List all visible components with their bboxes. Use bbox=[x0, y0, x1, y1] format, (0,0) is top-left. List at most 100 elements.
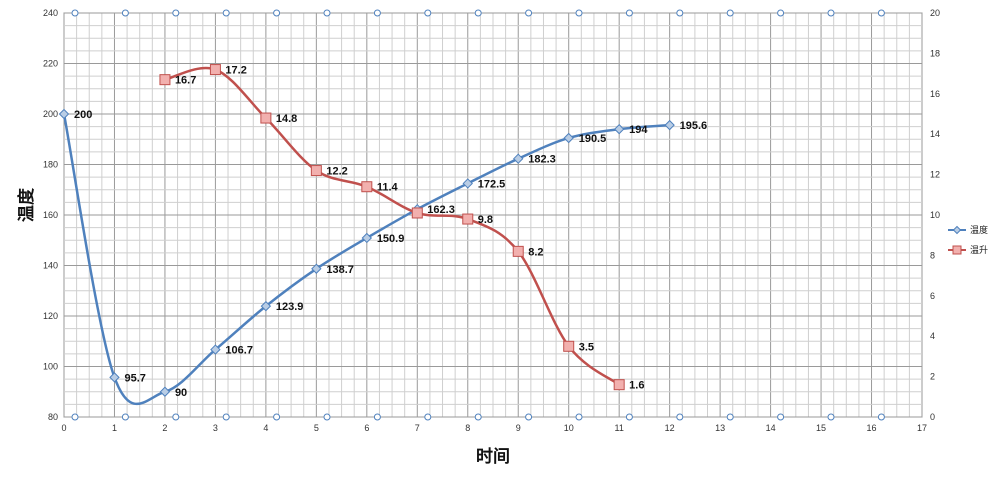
data-point bbox=[310, 165, 322, 177]
data-label: 95.7 bbox=[124, 372, 145, 384]
bottom-axis-marker bbox=[474, 413, 482, 421]
bottom-axis-marker bbox=[373, 413, 381, 421]
data-label: 150.9 bbox=[377, 233, 405, 245]
top-axis-marker bbox=[877, 9, 885, 17]
series-line bbox=[62, 113, 670, 406]
data-label: 17.2 bbox=[225, 65, 246, 77]
x-tick-label: 3 bbox=[213, 423, 218, 433]
y-tick-label: 160 bbox=[43, 210, 58, 220]
data-label: 12.2 bbox=[326, 166, 347, 178]
data-point bbox=[361, 232, 373, 244]
x-tick-label: 0 bbox=[61, 423, 66, 433]
data-label: 195.6 bbox=[680, 120, 708, 132]
top-axis-marker bbox=[575, 9, 583, 17]
y2-tick-label: 12 bbox=[930, 170, 940, 180]
data-point bbox=[159, 386, 171, 397]
top-axis-marker bbox=[474, 9, 482, 17]
data-label: 16.7 bbox=[175, 75, 196, 87]
data-point bbox=[109, 372, 120, 383]
bottom-axis-marker bbox=[222, 413, 230, 421]
top-axis-marker bbox=[273, 9, 281, 17]
data-label: 90 bbox=[175, 387, 187, 399]
data-label: 200 bbox=[74, 109, 92, 121]
top-axis-marker bbox=[676, 9, 684, 17]
bottom-axis-marker bbox=[525, 413, 533, 421]
data-point bbox=[159, 74, 171, 86]
data-point bbox=[411, 207, 423, 219]
y2-tick-label: 14 bbox=[930, 129, 940, 139]
x-tick-label: 2 bbox=[162, 423, 167, 433]
y2-tick-label: 8 bbox=[930, 250, 935, 260]
data-point bbox=[513, 153, 524, 164]
data-label: 123.9 bbox=[276, 301, 304, 313]
y-tick-label: 120 bbox=[43, 311, 58, 321]
legend-marker bbox=[952, 245, 962, 255]
y2-tick-label: 16 bbox=[930, 89, 940, 99]
top-axis-marker bbox=[424, 9, 432, 17]
y2-tick-label: 18 bbox=[930, 48, 940, 58]
data-point bbox=[260, 112, 272, 124]
legend bbox=[948, 225, 966, 255]
data-point bbox=[563, 340, 575, 352]
y2-tick-label: 0 bbox=[930, 412, 935, 422]
bottom-axis-marker bbox=[323, 413, 331, 421]
x-tick-label: 13 bbox=[715, 423, 725, 433]
y-tick-label: 80 bbox=[48, 412, 58, 422]
x-tick-label: 12 bbox=[665, 423, 675, 433]
data-label: 138.7 bbox=[326, 264, 354, 276]
x-tick-label: 17 bbox=[917, 423, 927, 433]
y-tick-label: 140 bbox=[43, 261, 58, 271]
bottom-axis-marker bbox=[777, 413, 785, 421]
bottom-axis-marker bbox=[726, 413, 734, 421]
data-label: 190.5 bbox=[579, 133, 607, 145]
top-axis-marker bbox=[222, 9, 230, 17]
data-point bbox=[260, 300, 272, 312]
y-tick-label: 200 bbox=[43, 109, 58, 119]
x-tick-label: 8 bbox=[465, 423, 470, 433]
x-tick-label: 9 bbox=[516, 423, 521, 433]
y-axis-title: 温度 bbox=[16, 187, 37, 222]
x-tick-label: 5 bbox=[314, 423, 319, 433]
data-point bbox=[209, 64, 221, 76]
data-label: 162.3 bbox=[427, 204, 455, 216]
data-label: 194 bbox=[629, 124, 648, 136]
x-tick-label: 10 bbox=[564, 423, 574, 433]
bottom-axis-marker bbox=[424, 413, 432, 421]
series-temperature-rise bbox=[159, 64, 625, 391]
bottom-axis-marker bbox=[676, 413, 684, 421]
x-tick-label: 4 bbox=[263, 423, 268, 433]
data-point bbox=[462, 213, 474, 225]
bottom-axis-marker bbox=[121, 413, 129, 421]
bottom-axis-marker bbox=[827, 413, 835, 421]
y2-tick-label: 20 bbox=[930, 8, 940, 18]
y2-tick-label: 10 bbox=[930, 210, 940, 220]
bottom-axis-marker bbox=[625, 413, 633, 421]
y-tick-label: 180 bbox=[43, 160, 58, 170]
y2-tick-label: 6 bbox=[930, 291, 935, 301]
legend-label-temperature: 温度 bbox=[970, 224, 988, 235]
top-axis-marker bbox=[726, 9, 734, 17]
x-tick-label: 15 bbox=[816, 423, 826, 433]
bottom-axis-marker bbox=[575, 413, 583, 421]
data-label: 172.5 bbox=[478, 178, 506, 190]
data-point bbox=[563, 132, 574, 144]
top-axis-marker bbox=[373, 9, 381, 17]
top-axis-marker bbox=[172, 9, 180, 17]
top-axis-marker bbox=[71, 9, 79, 17]
top-axis-marker bbox=[525, 9, 533, 17]
data-point bbox=[613, 123, 625, 135]
data-point bbox=[210, 344, 221, 355]
top-axis-marker bbox=[777, 9, 785, 17]
x-tick-label: 16 bbox=[867, 423, 877, 433]
data-label: 11.4 bbox=[377, 182, 399, 194]
secondary-axis-markers bbox=[71, 9, 885, 421]
bottom-axis-marker bbox=[172, 413, 180, 421]
data-point bbox=[613, 379, 625, 391]
data-label: 14.8 bbox=[276, 113, 297, 125]
y-tick-label: 240 bbox=[43, 8, 58, 18]
x-tick-label: 7 bbox=[415, 423, 420, 433]
data-label: 9.8 bbox=[478, 214, 493, 226]
data-point bbox=[311, 263, 322, 274]
